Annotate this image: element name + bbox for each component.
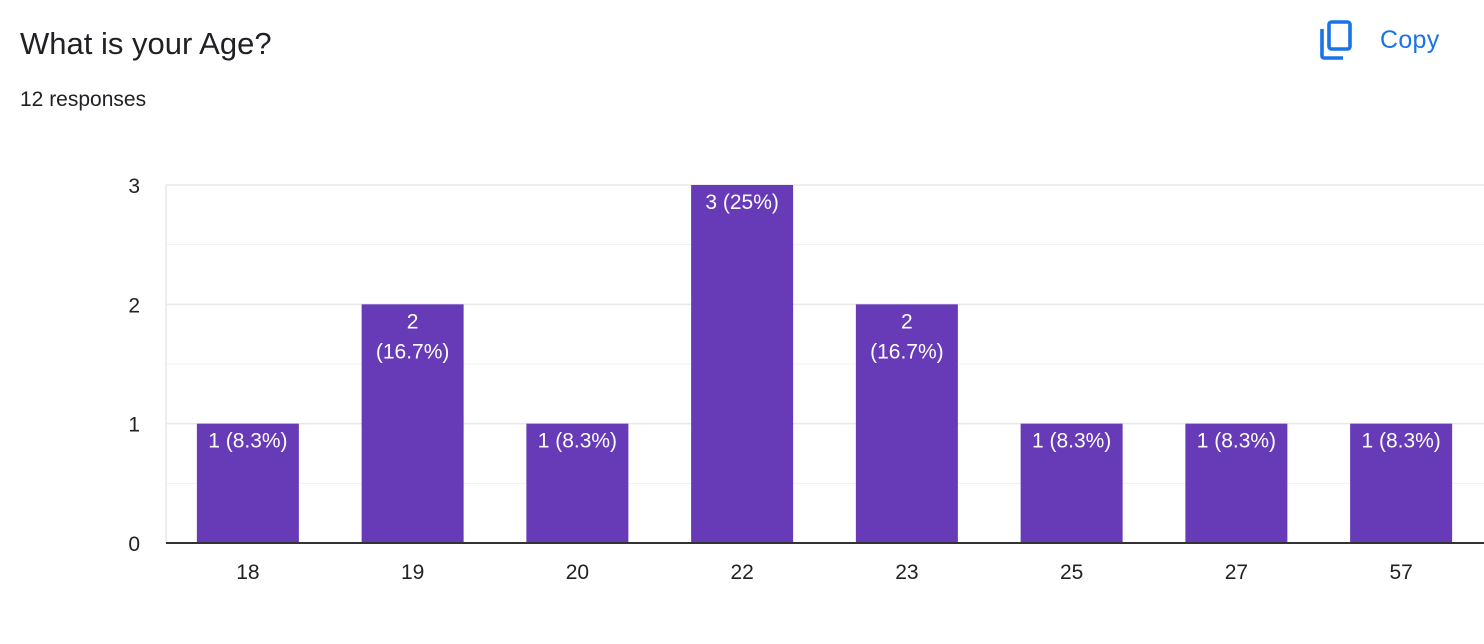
bar (855, 304, 958, 543)
data-label: 1 (8.3%) (1197, 430, 1276, 453)
data-label: 2 (407, 310, 419, 333)
x-tick-label: 25 (1060, 561, 1083, 584)
data-label: 1 (8.3%) (1361, 430, 1440, 453)
copy-label: Copy (1380, 25, 1440, 54)
x-tick-label: 19 (401, 561, 424, 584)
y-tick-label: 0 (128, 533, 140, 556)
bar (1185, 423, 1288, 543)
x-tick-label: 18 (236, 561, 259, 584)
x-tick-label: 20 (566, 561, 589, 584)
x-tick-label: 23 (895, 561, 918, 584)
data-label: (16.7%) (870, 340, 944, 363)
x-tick-label: 27 (1225, 561, 1248, 584)
copy-icon (1318, 18, 1358, 62)
bar (691, 185, 794, 543)
data-label: 1 (8.3%) (1032, 430, 1111, 453)
data-label: 1 (8.3%) (208, 430, 287, 453)
data-label: (16.7%) (376, 340, 450, 363)
bar (526, 423, 629, 543)
data-label: 2 (901, 310, 913, 333)
data-label: 1 (8.3%) (538, 430, 617, 453)
y-tick-label: 2 (128, 294, 140, 317)
bar (361, 304, 464, 543)
bar (1350, 423, 1453, 543)
response-count: 12 responses (20, 88, 147, 111)
copy-button[interactable]: Copy (1318, 18, 1440, 62)
y-tick-label: 3 (128, 175, 140, 198)
question-header: What is your Age? (20, 22, 272, 66)
y-tick-label: 1 (128, 414, 140, 437)
bar (196, 423, 299, 543)
x-tick-label: 22 (730, 561, 753, 584)
bar (1020, 423, 1123, 543)
question-title: What is your Age? (20, 26, 272, 61)
data-label: 3 (25%) (705, 191, 779, 214)
x-tick-label: 57 (1389, 561, 1412, 584)
